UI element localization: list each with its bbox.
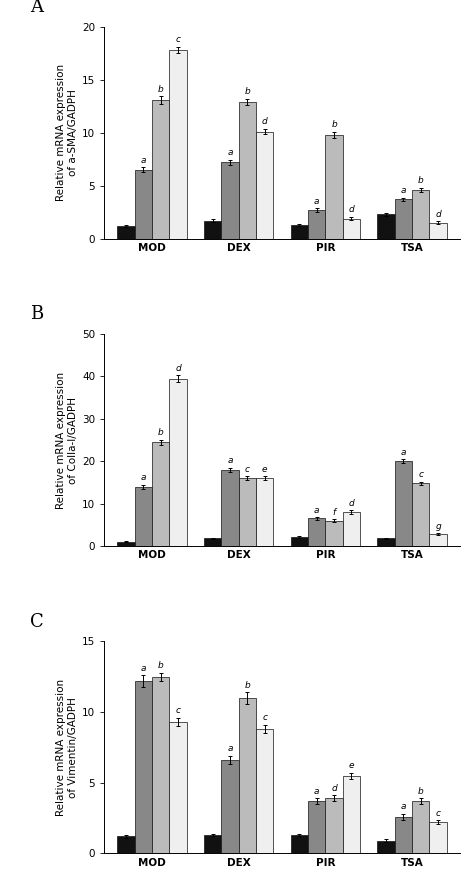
Text: c: c (262, 713, 267, 722)
Bar (221, 163, 239, 238)
Bar (204, 539, 221, 546)
Bar (291, 225, 308, 238)
Bar (204, 835, 221, 853)
Bar (325, 798, 343, 853)
Text: d: d (348, 205, 354, 214)
Bar (377, 539, 395, 546)
Bar (169, 722, 187, 853)
Bar (343, 776, 360, 853)
Text: c: c (175, 706, 181, 716)
Text: C: C (29, 613, 44, 631)
Bar (395, 461, 412, 546)
Bar (221, 469, 239, 546)
Bar (239, 102, 256, 238)
Text: d: d (435, 210, 441, 219)
Bar (395, 199, 412, 238)
Bar (291, 537, 308, 546)
Text: g: g (435, 522, 441, 531)
Text: b: b (418, 787, 424, 796)
Y-axis label: Relative mRNA expression
of Vimentin/GADPH: Relative mRNA expression of Vimentin/GAD… (56, 679, 78, 816)
Bar (412, 484, 429, 546)
Bar (204, 220, 221, 238)
Text: c: c (175, 36, 181, 44)
Text: b: b (418, 176, 424, 185)
Bar (256, 478, 273, 546)
Text: b: b (158, 661, 164, 670)
Bar (135, 681, 152, 853)
Bar (325, 135, 343, 238)
Bar (135, 170, 152, 238)
Text: a: a (314, 787, 319, 796)
Bar (377, 841, 395, 853)
Bar (256, 729, 273, 853)
Bar (325, 521, 343, 546)
Text: e: e (262, 465, 267, 474)
Text: a: a (314, 506, 319, 515)
Text: d: d (331, 784, 337, 793)
Text: a: a (141, 664, 146, 673)
Text: a: a (401, 803, 406, 812)
Y-axis label: Relative mRNA expression
of Colla-I/GADPH: Relative mRNA expression of Colla-I/GADP… (56, 372, 78, 509)
Bar (343, 219, 360, 238)
Text: d: d (262, 117, 267, 126)
Text: b: b (245, 87, 250, 96)
Text: a: a (227, 744, 233, 753)
Text: b: b (245, 681, 250, 690)
Text: a: a (141, 473, 146, 482)
Bar (117, 837, 135, 853)
Text: c: c (245, 465, 250, 474)
Bar (152, 442, 169, 546)
Text: f: f (332, 508, 336, 517)
Bar (308, 518, 325, 546)
Text: a: a (227, 456, 233, 465)
Bar (429, 534, 447, 546)
Bar (152, 677, 169, 853)
Bar (377, 214, 395, 238)
Bar (291, 835, 308, 853)
Bar (135, 486, 152, 546)
Bar (256, 132, 273, 238)
Text: a: a (141, 156, 146, 164)
Text: d: d (175, 364, 181, 372)
Bar (169, 50, 187, 238)
Bar (308, 210, 325, 238)
Text: d: d (348, 499, 354, 508)
Bar (412, 801, 429, 853)
Text: c: c (436, 809, 441, 818)
Bar (429, 223, 447, 238)
Bar (117, 226, 135, 238)
Bar (412, 190, 429, 238)
Y-axis label: Relative mRNA expression
of a-SMA/GADPH: Relative mRNA expression of a-SMA/GADPH (56, 64, 78, 201)
Text: b: b (331, 120, 337, 129)
Text: c: c (418, 470, 423, 479)
Text: b: b (158, 84, 164, 93)
Bar (221, 760, 239, 853)
Text: B: B (29, 306, 43, 324)
Bar (429, 822, 447, 853)
Bar (117, 541, 135, 546)
Bar (152, 100, 169, 238)
Bar (239, 478, 256, 546)
Text: a: a (401, 447, 406, 457)
Text: e: e (349, 761, 354, 771)
Bar (308, 801, 325, 853)
Text: A: A (29, 0, 43, 16)
Text: a: a (227, 148, 233, 157)
Bar (169, 379, 187, 546)
Text: a: a (401, 186, 406, 195)
Bar (343, 512, 360, 546)
Bar (239, 698, 256, 853)
Text: b: b (158, 428, 164, 437)
Text: a: a (314, 196, 319, 205)
Bar (395, 817, 412, 853)
